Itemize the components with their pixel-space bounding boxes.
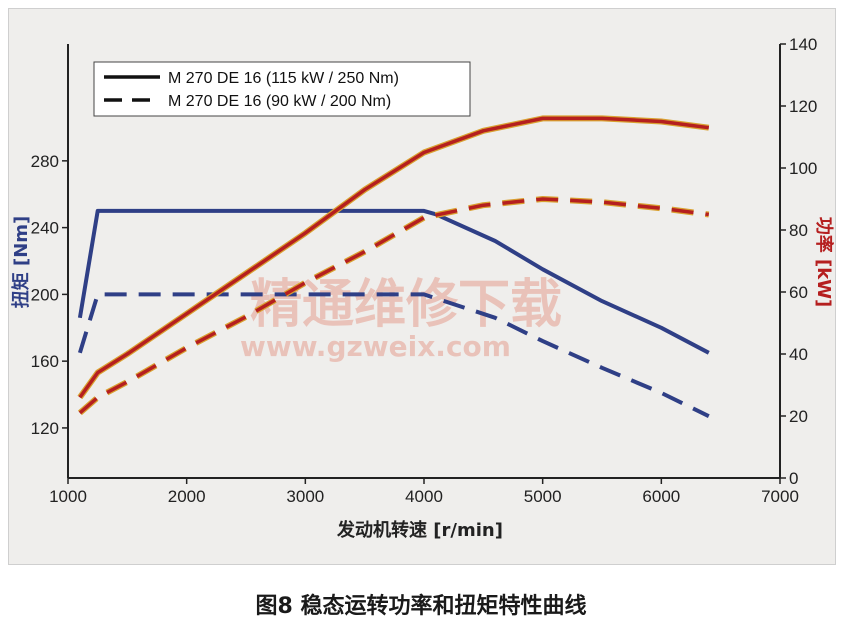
y-left-tick-label: 200 bbox=[31, 285, 59, 304]
legend-box bbox=[93, 61, 471, 117]
y-right-tick-label: 80 bbox=[789, 221, 808, 240]
x-tick-label: 3000 bbox=[286, 487, 324, 506]
x-tick-label: 1000 bbox=[49, 487, 87, 506]
legend: M 270 DE 16 (115 kW / 250 Nm) M 270 DE 1… bbox=[93, 61, 471, 117]
y-right-tick-label: 0 bbox=[789, 469, 798, 488]
x-tick-label: 6000 bbox=[642, 487, 680, 506]
power-90kw-line bbox=[78, 197, 710, 415]
watermark-url: www.gzweix.com bbox=[240, 330, 511, 363]
y-left-tick-label: 280 bbox=[31, 152, 59, 171]
y-left-tick-label: 240 bbox=[31, 219, 59, 238]
y-right-tick-label: 40 bbox=[789, 345, 808, 364]
y-left-axis-title: 扭矩 [Nm] bbox=[10, 216, 32, 309]
y-right-tick-label: 120 bbox=[789, 97, 817, 116]
y-right-tick-label: 140 bbox=[789, 35, 817, 54]
x-tick-label: 5000 bbox=[524, 487, 562, 506]
x-tick-label: 2000 bbox=[168, 487, 206, 506]
legend-label-solid: M 270 DE 16 (115 kW / 250 Nm) bbox=[168, 70, 399, 87]
y-right-tick-label: 20 bbox=[789, 407, 808, 426]
y-right-tick-label: 60 bbox=[789, 283, 808, 302]
y-right-axis-title: 功率 [kW] bbox=[813, 217, 835, 308]
series-lines bbox=[77, 115, 710, 418]
x-tick-label: 4000 bbox=[405, 487, 443, 506]
torque-power-chart: 精通维修下载 www.gzweix.com 1000 2000 3000 4000 50… bbox=[10, 35, 835, 541]
figure-caption: 图8 稳态运转功率和扭矩特性曲线 bbox=[255, 594, 587, 619]
torque-115kw-line bbox=[77, 208, 710, 355]
legend-label-dashed: M 270 DE 16 (90 kW / 200 Nm) bbox=[168, 93, 391, 110]
y-left-tick-label: 160 bbox=[31, 352, 59, 371]
watermark: 精通维修下载 www.gzweix.com bbox=[240, 275, 562, 363]
power-115kw-line bbox=[78, 116, 710, 399]
y-left-tick-label: 120 bbox=[31, 419, 59, 438]
x-axis-title: 发动机转速 [r/min] bbox=[336, 519, 503, 541]
x-tick-label: 7000 bbox=[761, 487, 799, 506]
torque-90kw-line bbox=[77, 292, 710, 418]
y-right-tick-label: 100 bbox=[789, 159, 817, 178]
ticks: 1000 2000 3000 4000 5000 6000 7000120160200240… bbox=[31, 35, 818, 506]
